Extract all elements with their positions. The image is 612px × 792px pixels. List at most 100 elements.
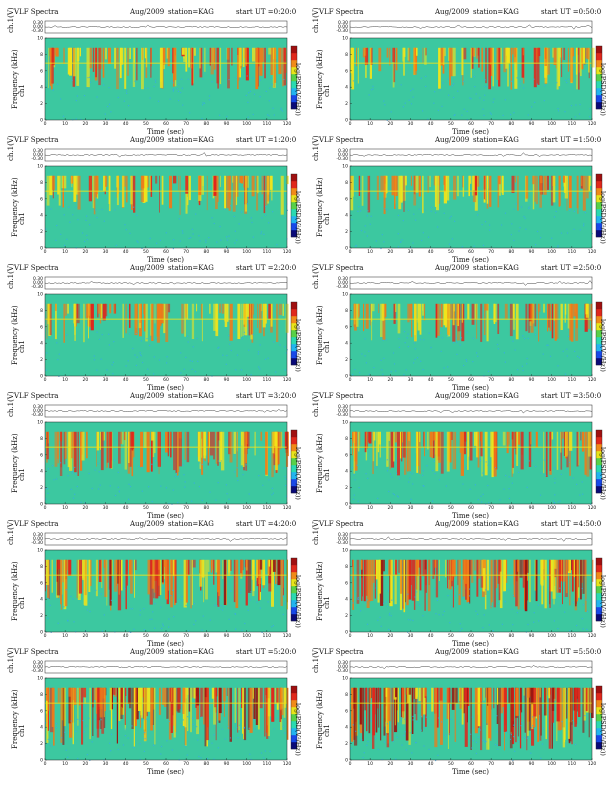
spectrogram-speckle bbox=[451, 85, 454, 87]
spectrogram-burst bbox=[134, 559, 135, 598]
panel-title: VLF Spectra bbox=[14, 520, 59, 528]
spectrogram-burst bbox=[213, 559, 215, 585]
spectrogram-burst bbox=[240, 303, 242, 337]
spectrogram-speckle bbox=[460, 337, 462, 339]
colorbar-segment bbox=[596, 714, 602, 722]
spectrogram-speckle bbox=[82, 720, 84, 722]
spectrogram-burst bbox=[588, 175, 590, 191]
spectrogram-speckle bbox=[187, 78, 189, 80]
spectrogram-burst bbox=[238, 47, 240, 81]
spectrogram-speckle bbox=[224, 738, 226, 740]
y-tick-label: 8 bbox=[345, 308, 348, 314]
spectrogram-burst bbox=[49, 47, 51, 86]
spectrogram-burst bbox=[194, 47, 196, 56]
spectrogram-burst bbox=[378, 47, 382, 72]
x-tick-label: 40 bbox=[428, 505, 434, 511]
colorbar-segment bbox=[291, 230, 297, 238]
x-tick-label: 70 bbox=[183, 377, 189, 383]
spectrogram-burst bbox=[350, 175, 354, 211]
x-tick-label: 70 bbox=[488, 121, 494, 127]
spectrogram-burst bbox=[153, 559, 156, 593]
x-tick-label: 60 bbox=[163, 377, 169, 383]
spectrogram-speckle bbox=[414, 348, 416, 350]
spectrogram-speckle bbox=[381, 234, 383, 236]
spectrogram-burst bbox=[452, 47, 456, 77]
spectrogram-burst bbox=[380, 687, 382, 741]
spectrogram-speckle bbox=[447, 366, 449, 368]
colorbar-segment bbox=[596, 209, 602, 217]
spectrogram-burst bbox=[443, 303, 447, 326]
spectrogram-speckle bbox=[415, 741, 417, 744]
spectrogram-burst bbox=[229, 303, 233, 341]
spectrogram-speckle bbox=[220, 460, 222, 462]
spectrogram-speckle bbox=[570, 105, 573, 107]
spectrogram-speckle bbox=[60, 98, 62, 100]
spectrogram-speckle bbox=[407, 333, 409, 335]
spectrogram-speckle bbox=[72, 119, 74, 121]
spectrogram-burst bbox=[565, 431, 568, 457]
spectrogram-burst bbox=[51, 559, 53, 593]
spectrogram-speckle bbox=[364, 231, 366, 233]
colorbar-segment bbox=[291, 565, 297, 573]
spectrogram-speckle bbox=[240, 592, 242, 594]
spectrogram-burst bbox=[177, 431, 179, 476]
spectrogram-speckle bbox=[128, 483, 130, 485]
colorbar-segment bbox=[291, 721, 297, 729]
spectrogram-speckle bbox=[45, 487, 47, 489]
x-tick-label: 100 bbox=[547, 505, 556, 511]
colorbar-frame bbox=[595, 45, 603, 110]
spectrogram-speckle bbox=[582, 628, 584, 630]
spectrogram-speckle bbox=[383, 741, 385, 743]
spectrogram-speckle bbox=[172, 489, 174, 491]
spectrogram-speckle bbox=[482, 493, 484, 495]
spectrogram-speckle bbox=[471, 716, 473, 718]
spectrogram-speckle bbox=[148, 486, 150, 488]
spectrogram-speckle bbox=[284, 346, 286, 348]
spectrogram-speckle bbox=[130, 631, 132, 633]
spectrogram-band bbox=[350, 190, 592, 192]
spectrogram-burst bbox=[403, 47, 406, 57]
spectrogram-speckle bbox=[216, 241, 218, 243]
spectrogram-speckle bbox=[572, 477, 574, 479]
x-tick-label: 20 bbox=[387, 249, 393, 255]
colorbar-segment bbox=[291, 486, 297, 494]
spectrogram-speckle bbox=[483, 375, 485, 377]
y-tick-label: 8 bbox=[40, 692, 43, 698]
spectrogram-burst bbox=[81, 687, 84, 745]
spectrogram-speckle bbox=[482, 108, 484, 110]
spectrogram-speckle bbox=[496, 343, 499, 346]
spectrogram-burst bbox=[122, 431, 124, 445]
spectrogram-burst bbox=[69, 47, 72, 75]
spectrogram-burst bbox=[275, 431, 278, 471]
time-xlabel: Time (sec) bbox=[147, 128, 185, 136]
colorbar-label: log(PSD(V²/Hz)) bbox=[294, 319, 302, 372]
spectrogram-speckle bbox=[153, 373, 155, 375]
spectrogram-burst bbox=[526, 687, 528, 751]
spectrogram-speckle bbox=[370, 720, 372, 722]
spectrogram-burst bbox=[571, 559, 573, 571]
spectrogram-speckle bbox=[368, 373, 370, 375]
spectrogram-speckle bbox=[275, 371, 277, 373]
spectrogram-speckle bbox=[211, 742, 213, 744]
spectrogram-speckle bbox=[393, 363, 396, 365]
spectrogram-band bbox=[350, 446, 592, 448]
spectrogram-speckle bbox=[133, 747, 135, 749]
spectrogram-burst bbox=[73, 47, 76, 77]
waveform-tick-label: -0.30 bbox=[31, 156, 43, 162]
panel-start-ut: start UT =0:50:0 bbox=[541, 8, 602, 16]
spectrogram-burst bbox=[160, 303, 164, 324]
spectrogram-burst bbox=[403, 175, 405, 212]
spectrogram-burst bbox=[116, 175, 119, 206]
spectrogram-burst bbox=[563, 47, 566, 60]
spectrogram-band bbox=[350, 62, 592, 64]
spectrogram-burst bbox=[144, 175, 148, 202]
spectrogram-burst bbox=[387, 687, 389, 735]
spectrogram-burst bbox=[397, 687, 399, 723]
colorbar-segment bbox=[291, 323, 297, 331]
spectrogram-burst bbox=[418, 431, 421, 474]
spectrogram-burst bbox=[524, 559, 528, 612]
spectrogram-burst bbox=[167, 431, 170, 457]
spectrogram-burst bbox=[245, 47, 248, 66]
spectrogram-burst bbox=[252, 687, 254, 699]
spectrogram-speckle bbox=[60, 462, 62, 464]
